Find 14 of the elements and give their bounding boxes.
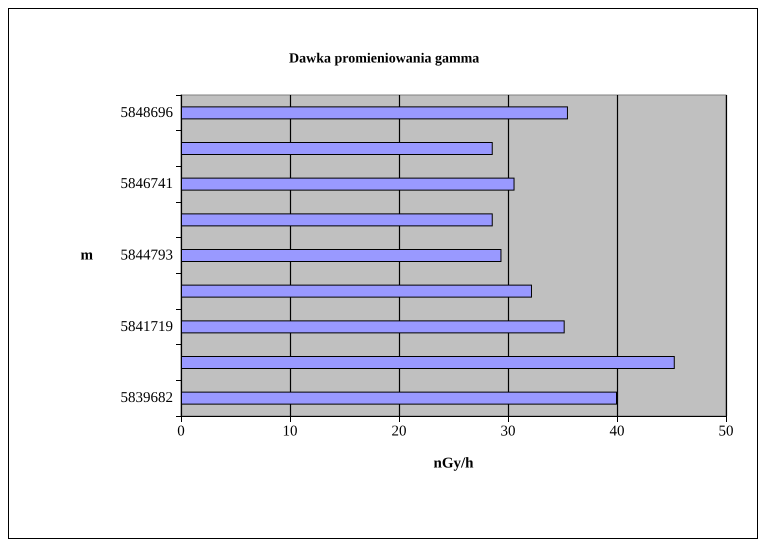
y-tick-label: 5841719 [120, 318, 173, 335]
x-tick-label: 10 [282, 424, 298, 440]
x-tick-label: 30 [500, 424, 516, 440]
y-tick-label: 5844793 [120, 248, 173, 264]
x-tick-label: 50 [718, 424, 734, 440]
y-tick-label: 5846741 [120, 176, 173, 192]
y-tick-label: 5848696 [120, 104, 174, 121]
y-tick-label: 5839682 [120, 390, 173, 406]
x-tick-label: 0 [177, 424, 185, 440]
x-tick-label: 40 [610, 424, 624, 440]
chart-title: Dawka promieniowania gamma [289, 52, 480, 66]
x-axis-title: nGy/h [433, 456, 474, 472]
y-axis-title: m [80, 248, 94, 264]
x-tick-label: 20 [392, 424, 406, 440]
